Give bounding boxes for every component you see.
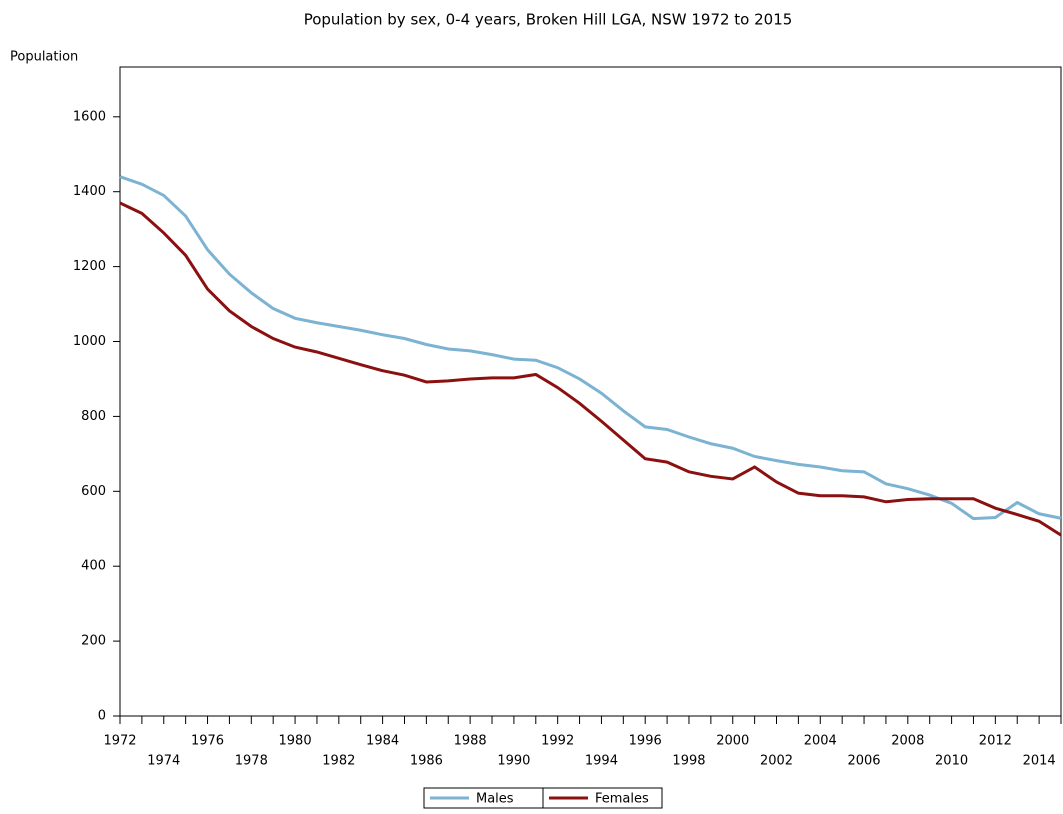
x-tick-label: 2014 — [1023, 754, 1056, 769]
x-tick-label: 2010 — [935, 754, 968, 769]
x-tick-label: 2012 — [979, 734, 1012, 749]
y-tick-label: 400 — [81, 559, 106, 574]
x-tick-label: 1988 — [454, 734, 487, 749]
y-axis-label: Population — [10, 50, 78, 65]
x-tick-label: 1998 — [672, 754, 705, 769]
x-tick-label: 1982 — [322, 754, 355, 769]
y-tick-label: 1000 — [73, 334, 106, 349]
series-line — [119, 175, 1062, 521]
legend-label: Males — [476, 792, 514, 807]
y-tick-label: 0 — [98, 709, 106, 724]
x-tick-label: 1978 — [235, 754, 268, 769]
x-tick-label: 1980 — [279, 734, 312, 749]
x-tick-label: 1990 — [497, 754, 530, 769]
series-line — [119, 201, 1062, 537]
x-tick-label: 2000 — [716, 734, 749, 749]
x-tick-label: 1986 — [410, 754, 443, 769]
x-tick-label: 1984 — [366, 734, 399, 749]
x-tick-label: 2004 — [804, 734, 837, 749]
y-tick-label: 1200 — [73, 259, 106, 274]
x-tick-label: 1976 — [191, 734, 224, 749]
chart-title: Population by sex, 0-4 years, Broken Hil… — [304, 11, 793, 29]
x-tick-label: 1974 — [147, 754, 180, 769]
x-tick-label: 1996 — [629, 734, 662, 749]
y-tick-label: 600 — [81, 484, 106, 499]
y-tick-label: 200 — [81, 634, 106, 649]
x-tick-label: 1972 — [103, 734, 136, 749]
plot-frame — [119, 66, 1062, 717]
x-tick-label: 1994 — [585, 754, 618, 769]
x-tick-label: 1992 — [541, 734, 574, 749]
y-tick-label: 1600 — [73, 109, 106, 124]
x-tick-label: 2006 — [847, 754, 880, 769]
y-tick-label: 1400 — [73, 184, 106, 199]
legend-label: Females — [595, 792, 649, 807]
legend: Males Females — [423, 787, 663, 809]
x-tick-label: 2002 — [760, 754, 793, 769]
y-tick-label: 800 — [81, 409, 106, 424]
x-tick-label: 2008 — [891, 734, 924, 749]
